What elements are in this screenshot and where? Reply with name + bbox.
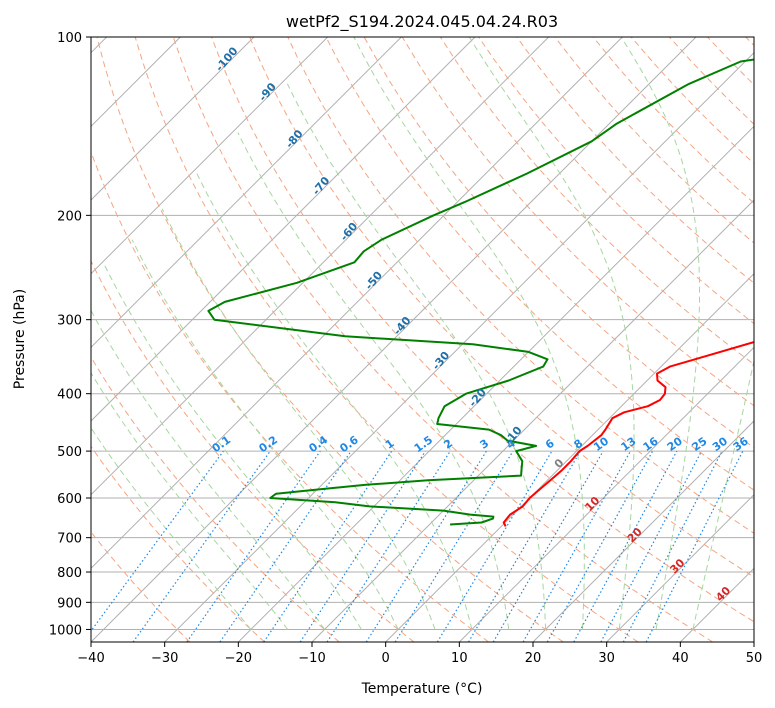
- mixing-ratio-line: [394, 450, 514, 642]
- moist-adiabat-line: [196, 173, 473, 630]
- y-tick-label: 500: [57, 445, 82, 460]
- profile-series: [207, 58, 754, 527]
- moist-adiabat-line: [692, 358, 754, 630]
- moist-adiabat-line: [102, 262, 362, 630]
- dry-adiabat-line: [91, 445, 265, 642]
- y-tick-label: 400: [57, 388, 82, 403]
- isotherm-line: [91, 37, 402, 349]
- dry-adiabat-line: [211, 37, 754, 623]
- mixing-ratio-line: [186, 450, 321, 642]
- moist-adiabat-line: [237, 132, 510, 630]
- x-axis-ticks: −40 −30 −20 −10 0 10 20 30 40 50: [77, 642, 762, 666]
- temperature-profile-line: [502, 341, 754, 527]
- isobar-grid: [91, 37, 754, 630]
- y-tick-label: 800: [57, 566, 82, 581]
- isotherm-line: [606, 493, 754, 642]
- moist-adiabats: [91, 37, 754, 630]
- y-axis-ticks: 100 200 300 400 500 600 700 800 900 1000: [49, 31, 91, 638]
- isotherm-line: [91, 37, 255, 201]
- mixing-ratio-line: [436, 450, 553, 642]
- moist-adiabat-line: [91, 427, 252, 630]
- y-tick-label: 900: [57, 596, 82, 611]
- plot-frame: [90, 36, 755, 643]
- moist-adiabat-line: [468, 37, 635, 630]
- mixing-ratio-line: [326, 450, 451, 642]
- dry-adiabat-line: [134, 37, 639, 642]
- x-tick-label: 50: [746, 651, 763, 666]
- dry-adiabat-line: [91, 259, 415, 642]
- y-tick-label: 200: [57, 209, 82, 224]
- isotherm-line: [237, 125, 754, 642]
- moist-adiabat-line: [620, 37, 700, 630]
- moist-adiabat-line: [91, 371, 289, 630]
- isotherm-line: [91, 37, 476, 422]
- isotherm-line: [532, 420, 754, 642]
- y-tick-label: 700: [57, 532, 82, 547]
- moist-adiabat-line: [161, 208, 436, 630]
- x-tick-label: 10: [451, 651, 468, 666]
- y-tick-label: 600: [57, 492, 82, 507]
- mixing-ratio-line: [546, 450, 654, 642]
- isotherm-line: [385, 272, 754, 642]
- isotherm-line: [91, 37, 550, 496]
- dry-adiabat-line: [96, 37, 564, 642]
- dry-adiabat-line: [287, 37, 754, 534]
- dry-adiabat-line: [91, 356, 340, 642]
- x-tick-label: 40: [672, 651, 689, 666]
- dewpoint-profile-line: [207, 58, 754, 526]
- mixing-ratio-line: [492, 450, 604, 642]
- moist-adiabat-line: [91, 309, 325, 630]
- moist-adiabat-line: [353, 37, 585, 630]
- isotherm-line: [91, 37, 623, 570]
- dry-adiabat-line: [249, 37, 754, 578]
- dry-adiabat-line: [325, 37, 754, 491]
- x-axis-label: Temperature (°C): [361, 681, 483, 697]
- x-tick-label: −30: [151, 651, 178, 666]
- y-tick-label: 1000: [49, 623, 82, 638]
- dry-adiabat-line: [516, 37, 754, 284]
- mixing-ratio-line: [467, 450, 581, 642]
- mixing-ratio-lines: [91, 450, 744, 642]
- x-tick-label: −40: [77, 651, 104, 666]
- moist-adiabat-line: [286, 83, 547, 630]
- x-tick-label: −10: [298, 651, 325, 666]
- isotherm-line: [458, 346, 754, 642]
- mixing-ratio-line: [573, 450, 678, 642]
- y-tick-label: 100: [57, 31, 82, 46]
- isotherm-line: [91, 37, 329, 275]
- mixing-ratio-line: [365, 450, 487, 642]
- y-tick-label: 300: [57, 314, 82, 329]
- moist-adiabat-line: [131, 239, 399, 630]
- x-tick-label: 30: [598, 651, 615, 666]
- mixing-ratio-line: [219, 450, 352, 642]
- x-tick-label: 20: [525, 651, 542, 666]
- x-tick-label: −20: [225, 651, 252, 666]
- mixing-ratio-line: [522, 450, 632, 642]
- x-tick-label: 0: [382, 651, 390, 666]
- chart-title: wetPf2_S194.2024.045.04.24.R03: [286, 12, 558, 32]
- y-axis-label: Pressure (hPa): [12, 289, 28, 389]
- isotherm-line: [164, 51, 754, 642]
